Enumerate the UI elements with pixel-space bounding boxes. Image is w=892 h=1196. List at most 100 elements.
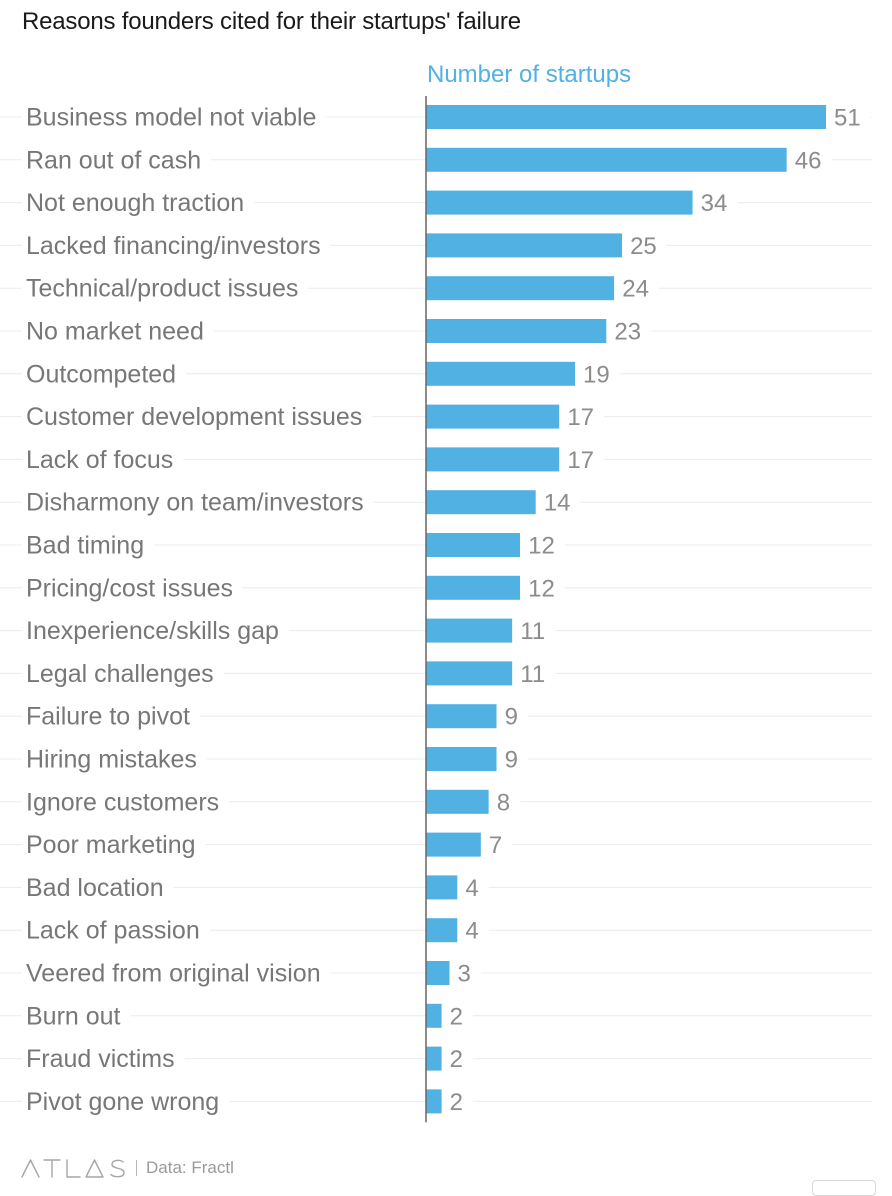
value-label-bg	[480, 830, 513, 859]
bar	[426, 575, 521, 600]
bar	[426, 747, 497, 771]
value-label-bg	[457, 873, 489, 902]
value-label: 7	[489, 832, 502, 859]
category-label: Business model not viable	[26, 104, 316, 132]
category-label: No market need	[26, 318, 204, 346]
footer-divider	[136, 1160, 137, 1176]
value-label: 4	[465, 875, 478, 902]
category-label-bg	[22, 531, 155, 559]
value-label: 9	[505, 704, 518, 731]
category-label-bg	[22, 274, 309, 303]
bar	[426, 618, 513, 643]
category-label-bg	[22, 359, 187, 388]
value-label-bg	[457, 916, 489, 945]
value-label: 46	[795, 147, 822, 174]
bar	[426, 105, 826, 129]
value-label-bg	[520, 531, 565, 559]
value-label-bg	[441, 1044, 474, 1073]
value-label-bg	[512, 616, 556, 645]
bar	[426, 190, 693, 215]
category-label-bg	[22, 1087, 230, 1116]
category-label: Pricing/cost issues	[26, 574, 233, 602]
bar	[426, 404, 560, 429]
bar	[426, 319, 607, 343]
bar	[426, 361, 576, 386]
value-label-bg	[559, 445, 605, 474]
category-label-bg	[22, 231, 331, 260]
value-label-bg	[441, 1087, 474, 1116]
value-label: 11	[520, 661, 545, 688]
category-label-bg	[22, 1044, 185, 1073]
category-label-bg	[22, 873, 174, 902]
category-label-bg	[22, 573, 244, 602]
value-label: 23	[614, 319, 641, 346]
bar	[426, 447, 560, 472]
value-label-bg	[826, 103, 871, 131]
value-label-bg	[488, 787, 521, 816]
category-label: Lack of passion	[26, 917, 200, 945]
bar	[426, 918, 458, 943]
category-label-bg	[22, 787, 230, 816]
category-label: Veered from original vision	[26, 960, 321, 988]
bar	[426, 147, 787, 172]
value-label-bg	[606, 317, 652, 345]
bar	[426, 832, 481, 857]
category-label: Technical/product issues	[26, 275, 298, 303]
bar-chart: Number of startups Business model not via…	[0, 61, 872, 1123]
category-label: Ignore customers	[26, 788, 219, 816]
category-label: Failure to pivot	[26, 703, 190, 731]
value-label-bg	[692, 188, 738, 217]
category-label: Customer development issues	[26, 403, 362, 431]
embed-tab[interactable]	[812, 1180, 876, 1196]
category-label-bg	[22, 488, 374, 517]
chart-title: Reasons founders cited for their startup…	[22, 8, 521, 35]
category-label-bg	[22, 659, 224, 688]
category-label: Pivot gone wrong	[26, 1088, 219, 1116]
bar	[426, 533, 521, 557]
value-label: 2	[450, 1089, 463, 1116]
value-label: 11	[520, 618, 545, 645]
series-label: Number of startups	[427, 61, 631, 88]
category-label: Burn out	[26, 1002, 121, 1030]
chart-footer: Data: Fractl	[20, 1157, 234, 1179]
category-label-bg	[22, 745, 207, 773]
bar	[426, 1003, 442, 1028]
category-label: Ran out of cash	[26, 146, 201, 174]
category-label-bg	[22, 103, 327, 131]
category-label-bg	[22, 145, 212, 174]
category-label: Hiring mistakes	[26, 746, 197, 774]
bar	[426, 233, 623, 258]
value-label: 4	[465, 918, 478, 945]
value-label-bg	[535, 488, 581, 517]
bar	[426, 875, 458, 900]
category-label-bg	[22, 959, 331, 987]
bar	[426, 961, 450, 985]
bar	[426, 789, 489, 814]
value-label: 12	[528, 533, 555, 560]
category-label: Outcompeted	[26, 360, 176, 388]
atlas-logo-icon	[20, 1157, 128, 1179]
category-label-bg	[22, 830, 206, 859]
bar	[426, 661, 513, 686]
value-label: 17	[567, 447, 594, 474]
category-label: Disharmony on team/investors	[26, 489, 364, 517]
value-label-bg	[520, 573, 565, 602]
bar	[426, 704, 497, 729]
category-label-bg	[22, 702, 200, 731]
bar	[426, 1046, 442, 1071]
category-label-bg	[22, 402, 373, 431]
category-label: Bad timing	[26, 532, 144, 560]
value-label-bg	[496, 745, 528, 773]
value-label-bg	[786, 145, 832, 174]
value-label-bg	[441, 1001, 474, 1030]
value-label: 25	[630, 233, 657, 260]
value-label-bg	[575, 359, 620, 388]
category-label: Lacked financing/investors	[26, 232, 321, 260]
value-label: 9	[505, 747, 518, 774]
value-label-bg	[449, 959, 481, 987]
category-label: Inexperience/skills gap	[26, 617, 279, 645]
value-label: 2	[450, 1003, 463, 1030]
category-label-bg	[22, 916, 210, 945]
value-label: 14	[544, 490, 571, 517]
bar	[426, 276, 615, 301]
